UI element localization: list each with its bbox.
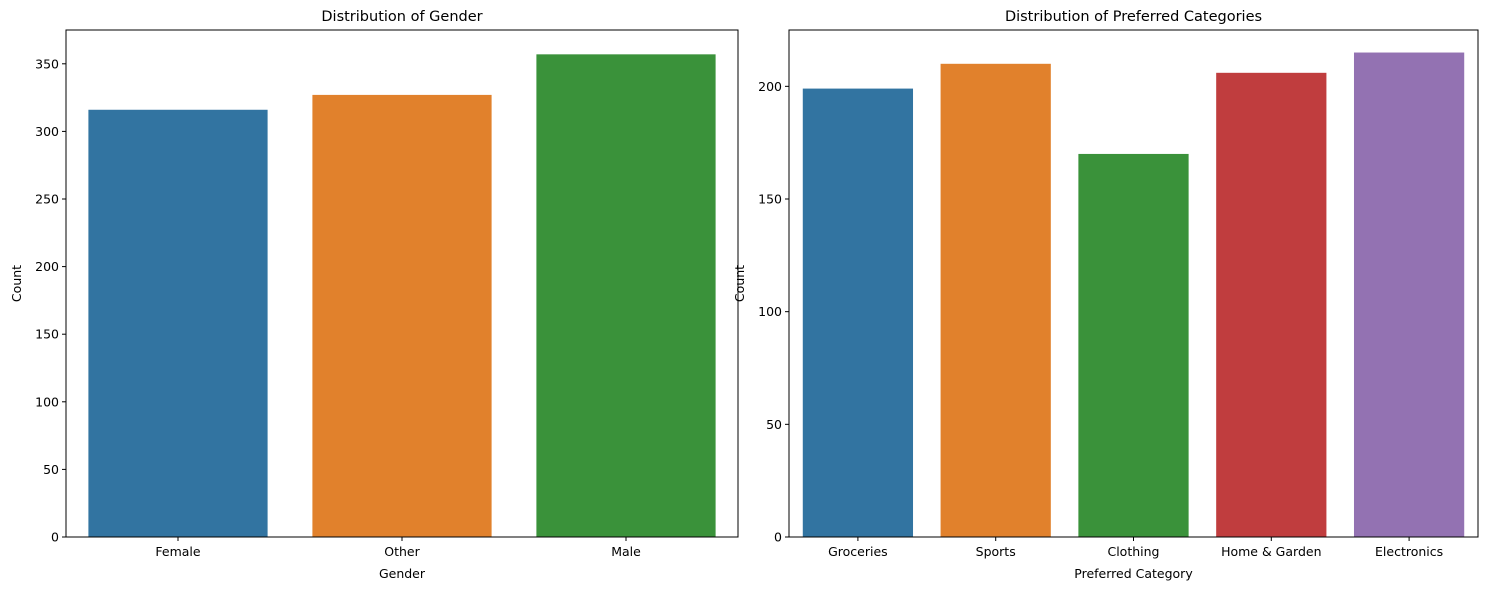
bar-electronics bbox=[1353, 52, 1465, 538]
y-tick-label: 300 bbox=[35, 124, 59, 139]
x-tick-label: Male bbox=[611, 544, 641, 559]
y-tick-label: 250 bbox=[35, 192, 59, 207]
bar-groceries bbox=[802, 88, 914, 537]
x-tick-label: Clothing bbox=[1107, 544, 1159, 559]
x-tick-label: Female bbox=[155, 544, 201, 559]
y-axis-label: Count bbox=[732, 265, 747, 302]
bar-other bbox=[312, 94, 492, 538]
y-tick-label: 150 bbox=[758, 192, 782, 207]
chart-gender-distribution: 0 50 100 150 200 250 300 350 Female Other Male Dist… bbox=[9, 9, 739, 581]
y-tick-label: 100 bbox=[758, 304, 782, 319]
x-axis-label: Gender bbox=[379, 566, 426, 581]
y-tick-label: 200 bbox=[35, 259, 59, 274]
bar-clothing bbox=[1078, 153, 1189, 537]
x-tick-label: Home & Garden bbox=[1221, 544, 1321, 559]
x-tick-label: Groceries bbox=[828, 544, 888, 559]
chart-preferred-category-distribution: 0 50 100 150 200 Groceries Sports Clothing Home … bbox=[732, 9, 1479, 581]
y-tick-label: 0 bbox=[774, 530, 782, 545]
y-axis-label: Count bbox=[9, 265, 24, 302]
chart-title: Distribution of Preferred Categories bbox=[1005, 9, 1262, 25]
y-tick-label: 50 bbox=[43, 462, 59, 477]
x-tick-label: Sports bbox=[976, 544, 1016, 559]
bar-male bbox=[536, 54, 716, 537]
y-tick-label: 0 bbox=[51, 530, 59, 545]
y-tick-label: 150 bbox=[35, 327, 59, 342]
x-tick-label: Other bbox=[384, 544, 420, 559]
bar-female bbox=[88, 109, 268, 537]
y-tick-label: 200 bbox=[758, 79, 782, 94]
y-tick-label: 350 bbox=[35, 56, 59, 71]
bar-home-garden bbox=[1216, 72, 1327, 538]
x-axis-label: Preferred Category bbox=[1074, 566, 1193, 581]
x-tick-label: Electronics bbox=[1375, 544, 1443, 559]
bar-sports bbox=[940, 63, 1051, 538]
y-tick-label: 100 bbox=[35, 394, 59, 409]
y-tick-label: 50 bbox=[766, 417, 782, 432]
chart-title: Distribution of Gender bbox=[321, 9, 482, 25]
